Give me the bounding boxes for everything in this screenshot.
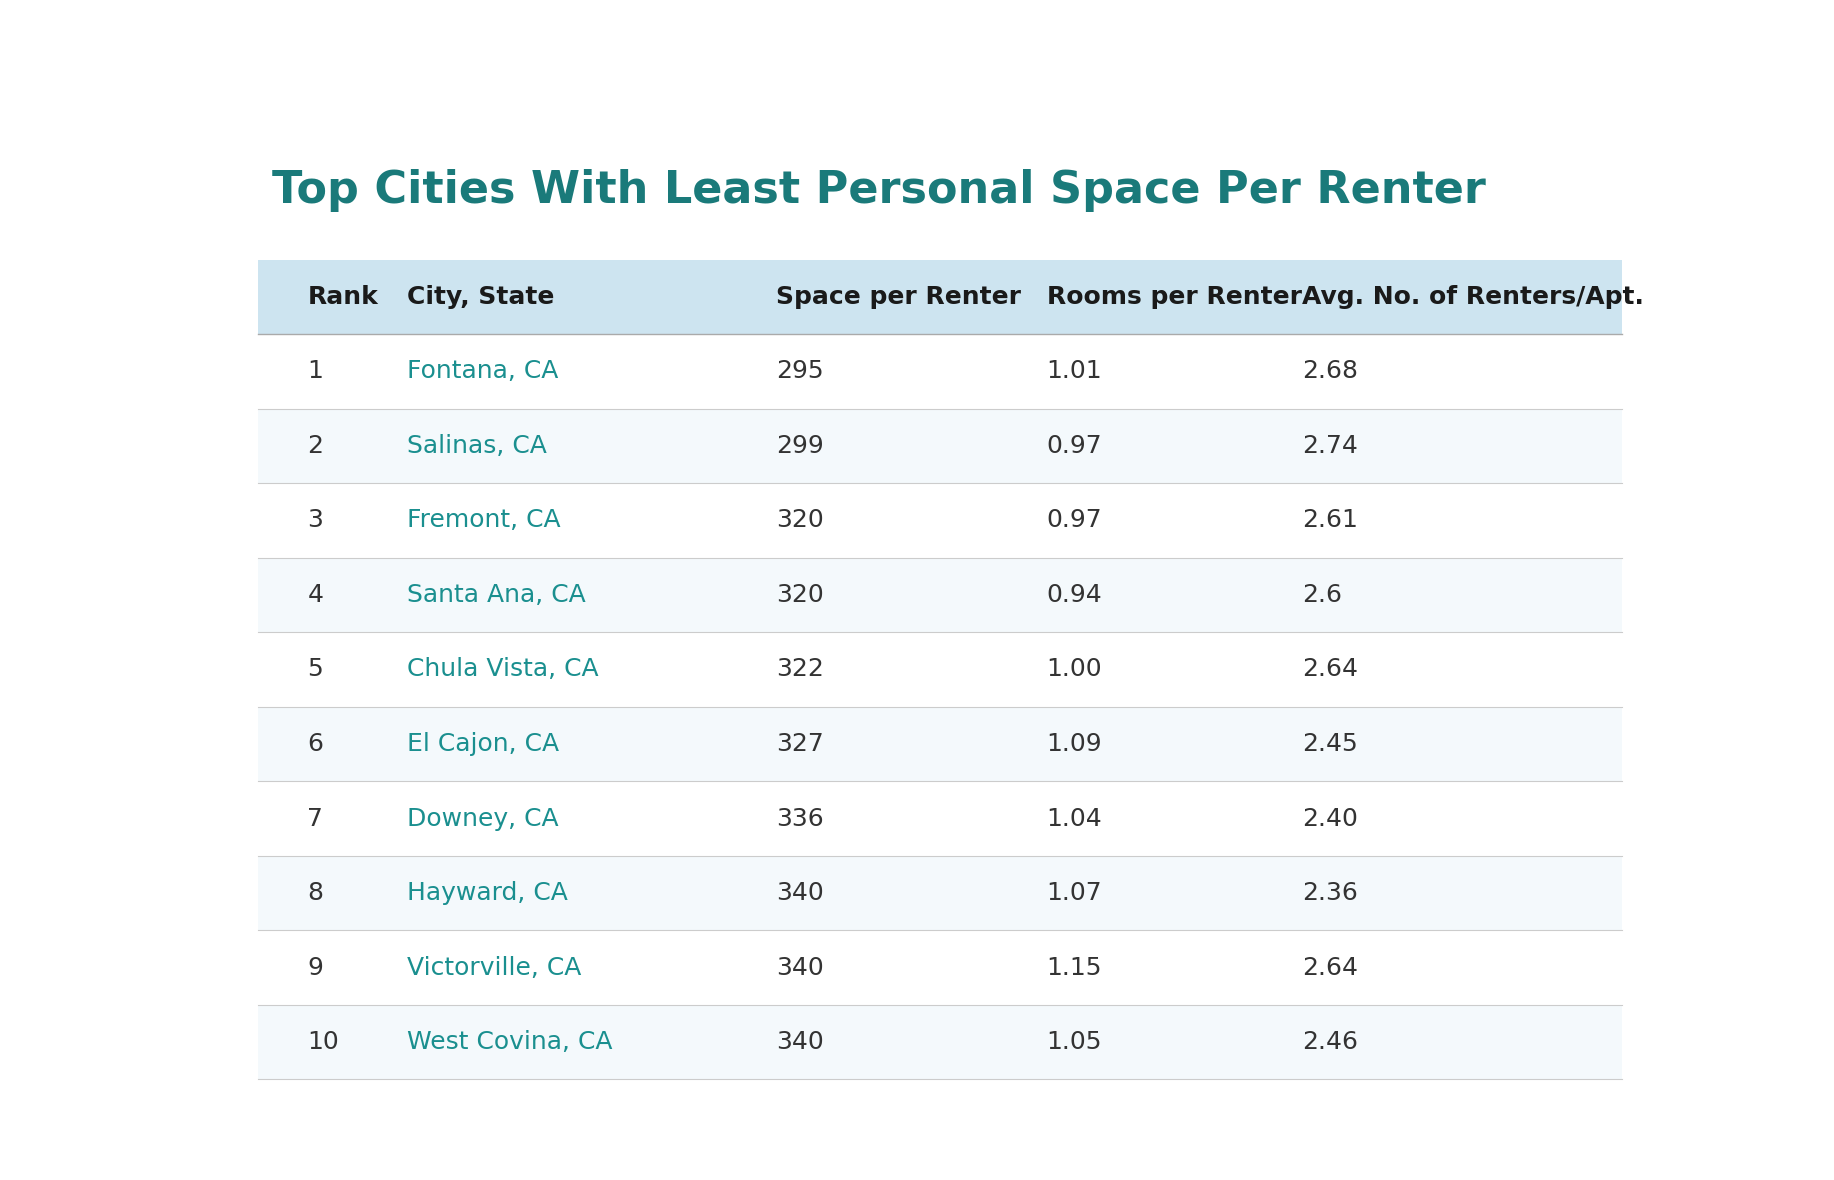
- Bar: [257, 856, 1623, 930]
- Text: 2.68: 2.68: [1302, 360, 1359, 384]
- Text: 322: 322: [776, 657, 823, 682]
- Text: Salinas, CA: Salinas, CA: [407, 434, 547, 458]
- Text: 2.64: 2.64: [1302, 956, 1359, 979]
- Text: 2.74: 2.74: [1302, 434, 1359, 458]
- Text: 4: 4: [308, 583, 323, 607]
- Text: El Cajon, CA: El Cajon, CA: [407, 732, 559, 756]
- Bar: [257, 408, 1623, 484]
- Text: 0.94: 0.94: [1047, 583, 1102, 607]
- Text: 299: 299: [776, 434, 823, 458]
- Text: 340: 340: [776, 956, 823, 979]
- Text: 10: 10: [308, 1030, 339, 1054]
- Text: 340: 340: [776, 881, 823, 905]
- Text: 6: 6: [308, 732, 323, 756]
- Bar: [257, 558, 1623, 632]
- Text: 2.6: 2.6: [1302, 583, 1342, 607]
- Text: Fremont, CA: Fremont, CA: [407, 509, 561, 532]
- Text: 340: 340: [776, 1030, 823, 1054]
- Text: 1.09: 1.09: [1047, 732, 1102, 756]
- Text: 2.36: 2.36: [1302, 881, 1359, 905]
- Text: 1: 1: [308, 360, 323, 384]
- Text: 9: 9: [308, 956, 323, 979]
- Bar: [257, 781, 1623, 856]
- Bar: [257, 632, 1623, 707]
- Text: 2: 2: [308, 434, 323, 458]
- Text: 1.07: 1.07: [1047, 881, 1102, 905]
- Text: 2.46: 2.46: [1302, 1030, 1359, 1054]
- Text: 7: 7: [308, 806, 323, 831]
- Text: 2.61: 2.61: [1302, 509, 1359, 532]
- Text: 2.64: 2.64: [1302, 657, 1359, 682]
- Text: Downey, CA: Downey, CA: [407, 806, 559, 831]
- Text: 5: 5: [308, 657, 323, 682]
- Text: 320: 320: [776, 583, 823, 607]
- Text: Space per Renter: Space per Renter: [776, 286, 1022, 309]
- Text: West Covina, CA: West Covina, CA: [407, 1030, 613, 1054]
- Text: Rooms per Renter: Rooms per Renter: [1047, 286, 1302, 309]
- Text: 327: 327: [776, 732, 823, 756]
- Text: Hayward, CA: Hayward, CA: [407, 881, 569, 905]
- Text: 2.45: 2.45: [1302, 732, 1359, 756]
- Text: 1.01: 1.01: [1047, 360, 1102, 384]
- Text: Rank: Rank: [308, 286, 378, 309]
- Text: Top Cities With Least Personal Space Per Renter: Top Cities With Least Personal Space Per…: [271, 169, 1486, 212]
- Text: Santa Ana, CA: Santa Ana, CA: [407, 583, 585, 607]
- Text: Fontana, CA: Fontana, CA: [407, 360, 558, 384]
- Bar: [257, 334, 1623, 408]
- Text: 1.05: 1.05: [1047, 1030, 1102, 1054]
- Text: 8: 8: [308, 881, 323, 905]
- Bar: [257, 484, 1623, 558]
- Text: 1.04: 1.04: [1047, 806, 1102, 831]
- Text: 1.15: 1.15: [1047, 956, 1102, 979]
- Text: 3: 3: [308, 509, 323, 532]
- Text: Chula Vista, CA: Chula Vista, CA: [407, 657, 598, 682]
- Text: 1.00: 1.00: [1047, 657, 1102, 682]
- Text: Victorville, CA: Victorville, CA: [407, 956, 581, 979]
- Text: Avg. No. of Renters/Apt.: Avg. No. of Renters/Apt.: [1302, 286, 1645, 309]
- Bar: [257, 260, 1623, 334]
- Bar: [257, 707, 1623, 781]
- Text: 295: 295: [776, 360, 823, 384]
- Text: 0.97: 0.97: [1047, 434, 1102, 458]
- Text: 2.40: 2.40: [1302, 806, 1359, 831]
- Text: City, State: City, State: [407, 286, 554, 309]
- Bar: [257, 1004, 1623, 1080]
- Text: 320: 320: [776, 509, 823, 532]
- Text: 336: 336: [776, 806, 823, 831]
- Bar: [257, 930, 1623, 1005]
- Text: 0.97: 0.97: [1047, 509, 1102, 532]
